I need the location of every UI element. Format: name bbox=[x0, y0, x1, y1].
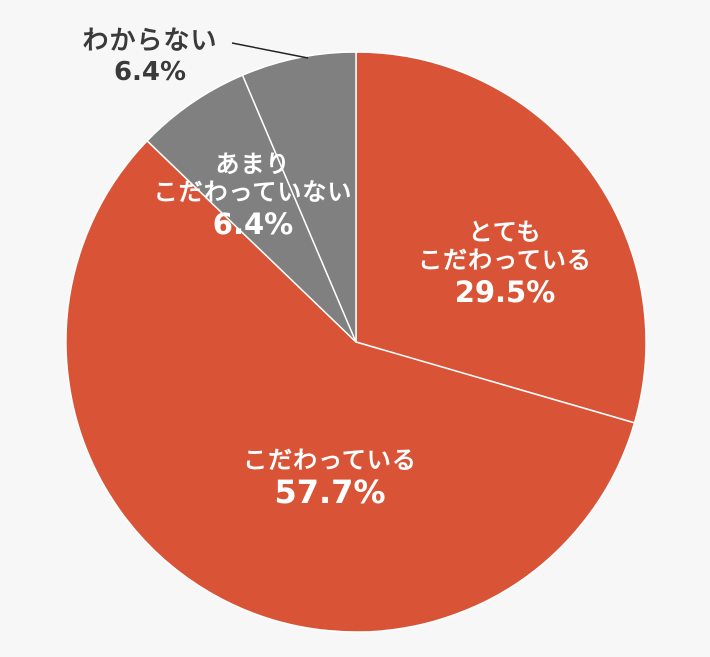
slice-label-text: あまり bbox=[215, 150, 291, 178]
slice-label-text: とても bbox=[468, 218, 542, 246]
pie-slice bbox=[355, 51, 647, 424]
slice-percentage: 57.7% bbox=[274, 473, 386, 512]
slice-percentage: 6.4% bbox=[212, 206, 294, 241]
slice-label-particular: こだわっている 57.7% bbox=[215, 446, 445, 512]
pie-slice bbox=[146, 74, 357, 343]
slice-percentage: 6.4% bbox=[113, 56, 187, 87]
slice-label-text: わからない bbox=[82, 26, 218, 56]
slice-label-text: こだわっていない bbox=[153, 178, 353, 207]
pie-slices bbox=[65, 51, 647, 633]
pie-slice bbox=[65, 140, 636, 633]
slice-label-text: こだわっている bbox=[418, 246, 592, 275]
pie-slice bbox=[241, 51, 357, 343]
slice-label-unknown: わからない 6.4% bbox=[60, 26, 240, 87]
slice-label-text: こだわっている bbox=[243, 446, 417, 474]
slice-percentage: 29.5% bbox=[454, 274, 556, 309]
slice-label-not-very-particular: あまり こだわっていない 6.4% bbox=[128, 150, 378, 241]
leader-line bbox=[231, 42, 309, 59]
slice-label-very-particular: とても こだわっている 29.5% bbox=[390, 218, 620, 309]
